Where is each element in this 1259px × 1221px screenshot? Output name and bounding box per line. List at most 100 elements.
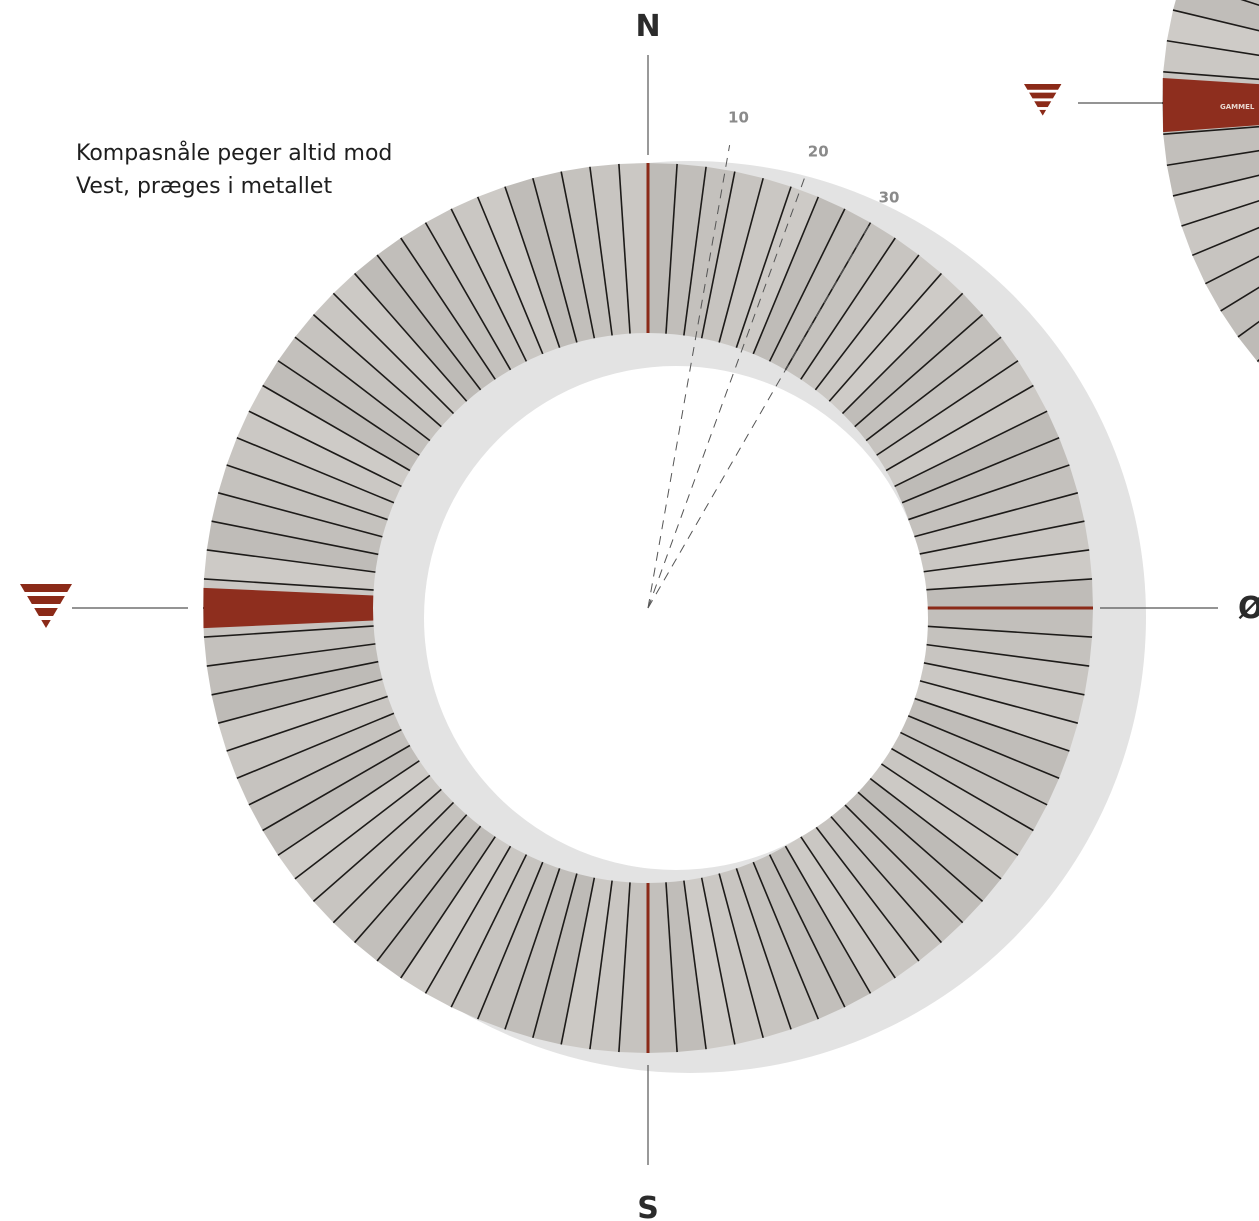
plank	[561, 874, 613, 1050]
plank	[1238, 321, 1259, 362]
plank-gap	[400, 237, 498, 383]
plank-gap	[203, 624, 377, 638]
plank	[784, 834, 896, 994]
plank	[561, 166, 613, 342]
plank	[333, 273, 469, 416]
plank-gap	[560, 171, 596, 342]
plank-gap	[812, 823, 920, 962]
plank-gap	[236, 711, 398, 780]
plank-gap	[700, 874, 736, 1045]
plank-gap	[1205, 255, 1259, 285]
plank	[852, 314, 1002, 443]
plank-gap	[1220, 286, 1259, 312]
plank	[752, 851, 845, 1020]
plank-gap	[783, 843, 872, 994]
plank-gap	[450, 851, 529, 1008]
plank	[1242, 0, 1259, 6]
plank	[589, 877, 631, 1053]
plank-gap	[798, 237, 896, 383]
plank-gap	[312, 313, 445, 430]
plank	[477, 859, 561, 1030]
plank	[852, 773, 1002, 902]
plank-gap	[211, 660, 382, 696]
plank-gap	[1163, 125, 1259, 136]
inner-hole	[424, 366, 928, 870]
plank-gap	[504, 186, 562, 351]
v-logo	[20, 584, 72, 628]
plank-gap	[1166, 39, 1259, 57]
plank	[504, 178, 578, 351]
degree-label: 30	[879, 189, 900, 207]
plank-gap	[589, 166, 614, 339]
plank	[914, 643, 1090, 695]
plank-gap	[589, 877, 614, 1050]
plank-gap	[294, 336, 433, 444]
plank	[1181, 200, 1259, 256]
plank-gap	[734, 865, 792, 1030]
west-plank	[1162, 78, 1259, 133]
plank	[1172, 175, 1259, 226]
plank	[735, 859, 819, 1030]
plank-gap	[919, 624, 1093, 638]
plank	[1192, 227, 1259, 284]
plank-gap	[873, 758, 1019, 856]
plank-gap	[560, 874, 596, 1045]
plank-gap	[226, 464, 391, 522]
degree-guide	[647, 177, 806, 609]
plank	[1220, 287, 1259, 337]
plank	[203, 625, 379, 667]
plank	[874, 360, 1034, 472]
plank	[899, 695, 1070, 779]
plank-gap	[891, 727, 1048, 806]
plank-gap	[424, 843, 513, 994]
plank	[752, 196, 845, 365]
plank	[1163, 40, 1259, 80]
plank	[718, 865, 792, 1038]
plank-gap	[476, 196, 545, 358]
plank-gap	[294, 772, 433, 880]
plank	[618, 163, 648, 337]
plank	[905, 464, 1078, 538]
plank	[910, 492, 1085, 555]
plank	[206, 643, 382, 695]
plank-gap	[751, 858, 820, 1020]
second-ring: GAMMEL	[1162, 0, 1259, 364]
plank	[400, 222, 512, 382]
south-label: S	[637, 1191, 659, 1221]
plank	[1163, 126, 1259, 166]
plank	[377, 823, 497, 979]
plank-gap	[682, 877, 707, 1050]
plank	[768, 208, 871, 373]
plank-gap	[450, 208, 529, 365]
plank	[206, 521, 382, 573]
plank	[827, 273, 963, 416]
plank	[1172, 0, 1259, 31]
plank	[236, 712, 405, 805]
plank-gap	[734, 186, 792, 351]
plank-gap	[910, 677, 1079, 724]
plank-gap	[277, 758, 423, 856]
plank	[377, 237, 497, 393]
plank-gap	[863, 772, 1002, 880]
plank	[768, 843, 871, 1008]
plank	[899, 437, 1070, 521]
plank	[683, 874, 735, 1050]
plank	[226, 437, 397, 521]
plank	[683, 166, 735, 342]
plank	[917, 549, 1093, 591]
plank-gap	[891, 410, 1048, 489]
degree-guide	[647, 145, 731, 609]
plank-gap	[826, 272, 943, 405]
plank	[451, 196, 544, 365]
plank-gap	[717, 870, 764, 1039]
plank-gap	[203, 578, 377, 592]
plank	[665, 163, 707, 339]
plank	[874, 744, 1034, 856]
plank-gap	[1163, 70, 1259, 81]
plank-gap	[376, 823, 484, 962]
plank	[313, 787, 456, 923]
plank-gap	[236, 436, 398, 505]
plank	[883, 728, 1048, 831]
plank	[313, 293, 456, 429]
